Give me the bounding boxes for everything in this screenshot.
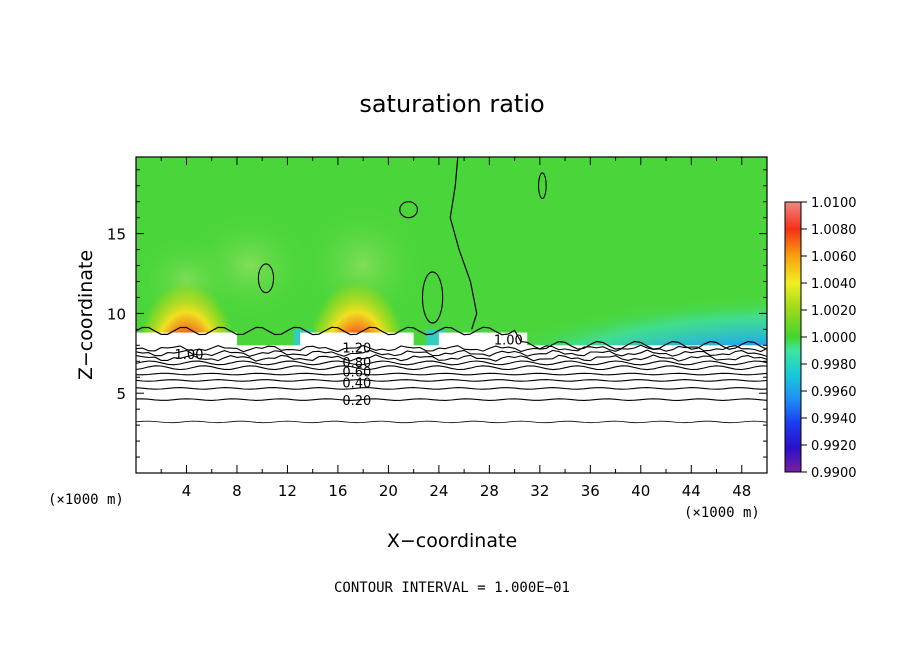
y-tick-label: 15	[107, 226, 126, 244]
contour-label: 0.20	[342, 394, 371, 409]
x-tick-label: 12	[278, 482, 297, 500]
x-tick-label: 20	[379, 482, 398, 500]
x-unit-right: (×1000 m)	[684, 505, 760, 521]
colorbar-gradient	[784, 201, 802, 473]
plot-area	[136, 157, 767, 473]
cloud-patch	[300, 332, 414, 347]
colorbar-tick-label: 0.9900	[811, 466, 857, 481]
contour-interval-note: CONTOUR INTERVAL = 1.000E−01	[334, 580, 570, 596]
colorbar-tick-label: 1.0040	[811, 277, 857, 292]
colorbar-ticks: 1.0100 1.0080 1.0060 1.0040 1.0020 1.0000 0.99…	[801, 196, 857, 481]
contour-island	[399, 201, 418, 219]
contour-island	[538, 172, 547, 200]
contour-line-boundary	[449, 157, 478, 330]
x-unit-left: (×1000 m)	[48, 492, 124, 508]
contour-line	[136, 360, 767, 366]
colorbar-tick-label: 0.9980	[811, 358, 857, 373]
x-tick-label: 8	[232, 482, 242, 500]
contour-label: 1.00	[175, 348, 204, 363]
y-axis-label: Z−coordinate	[75, 250, 97, 380]
x-tick-label: 4	[182, 482, 192, 500]
x-tick-label: 24	[429, 482, 448, 500]
contour-island	[257, 263, 275, 294]
colorbar-tick-label: 1.0080	[811, 223, 857, 238]
y-tick-label: 5	[116, 385, 126, 403]
colorbar-tick-label: 0.9940	[811, 412, 857, 427]
contour-island	[421, 271, 444, 324]
x-tick-label: 32	[530, 482, 549, 500]
x-tick-label: 36	[581, 482, 600, 500]
y-tick-label: 10	[107, 305, 126, 323]
cloud-patch	[438, 332, 528, 347]
colorbar: 1.0100 1.0080 1.0060 1.0040 1.0020 1.0000 0.99…	[784, 196, 857, 481]
contour-label: 0.60	[342, 365, 371, 380]
colorbar-tick-label: 0.9960	[811, 385, 857, 400]
x-tick-label: 48	[732, 482, 751, 500]
contour-line	[136, 344, 767, 353]
colorbar-tick-label: 0.9920	[811, 439, 857, 454]
contour-labels: 1.00 1.200.800.600.40 0.20 1.00	[175, 334, 523, 410]
y-axis-ticks: 5 10 15	[107, 169, 767, 458]
contour-label: 1.20	[342, 342, 371, 357]
contour-line	[136, 398, 767, 401]
x-tick-label: 44	[682, 482, 701, 500]
contour-line	[136, 387, 767, 390]
colorbar-tick-label: 1.0000	[811, 331, 857, 346]
contour-line	[136, 379, 767, 382]
cloud-patch	[136, 332, 237, 347]
contour-label: 1.00	[494, 334, 523, 349]
x-tick-label: 40	[631, 482, 650, 500]
colorbar-tick-label: 1.0020	[811, 304, 857, 319]
contour-label: 0.80	[342, 356, 371, 371]
colorbar-tick-label: 1.0060	[811, 250, 857, 265]
x-tick-label: 28	[480, 482, 499, 500]
contour-line	[136, 372, 767, 376]
x-tick-label: 16	[328, 482, 347, 500]
colorbar-tick-label: 1.0100	[811, 196, 857, 211]
contour-line	[136, 420, 767, 424]
chart-title: saturation ratio	[359, 90, 544, 118]
contour-label: 0.40	[342, 377, 371, 392]
contour-line-1-00	[136, 326, 767, 350]
contour-line	[136, 349, 767, 357]
x-axis-ticks: 4 8 12 16 20 24 28 32 36 40 44 48	[160, 157, 751, 500]
x-axis-label: X−coordinate	[387, 530, 517, 552]
plot-frame	[135, 156, 768, 474]
contour-lines	[136, 157, 767, 424]
contour-line	[136, 354, 767, 362]
contour-line	[136, 365, 767, 371]
